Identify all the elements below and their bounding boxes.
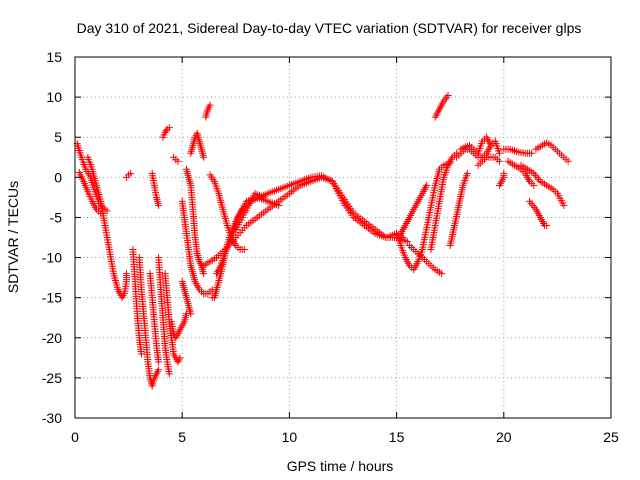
track-t23 xyxy=(232,189,268,233)
data-point xyxy=(127,169,135,177)
track-t02 xyxy=(75,169,105,217)
data-point xyxy=(206,101,214,109)
data-point xyxy=(155,201,163,209)
track-t15 xyxy=(178,278,195,318)
x-tick-label: 25 xyxy=(603,429,619,445)
data-point xyxy=(260,193,268,201)
track-t19 xyxy=(206,171,248,254)
x-tick-label: 10 xyxy=(282,429,298,445)
data-point xyxy=(463,169,471,177)
track-t11 xyxy=(159,124,173,141)
data-point xyxy=(438,270,446,278)
track-t24 xyxy=(393,159,454,274)
y-tick-label: 10 xyxy=(46,89,62,105)
x-tick-label: 0 xyxy=(71,429,79,445)
y-tick-label: -10 xyxy=(42,250,62,266)
track-t08 xyxy=(148,169,163,209)
axis-ticks xyxy=(74,56,612,419)
track-t26 xyxy=(405,242,446,278)
y-tick-label: -5 xyxy=(50,209,63,225)
data-point xyxy=(162,127,170,135)
track-t28 xyxy=(431,92,452,121)
data-point xyxy=(496,157,504,165)
data-point xyxy=(240,246,248,254)
data-point xyxy=(165,370,173,378)
track-t25 xyxy=(393,181,431,241)
y-tick-labels: -30 -25 -20 -15 -10 -5 0 5 10 15 xyxy=(42,49,62,426)
track-t16 xyxy=(182,165,208,278)
y-tick-label: -30 xyxy=(42,410,62,426)
data-point xyxy=(122,270,130,278)
track-t03 xyxy=(84,153,130,302)
data-point xyxy=(530,181,538,189)
track-t12 xyxy=(170,153,182,165)
y-tick-label: 0 xyxy=(54,169,62,185)
chart-title: Day 310 of 2021, Sidereal Day-to-day VTE… xyxy=(77,20,582,36)
x-tick-labels: 0 5 10 15 20 25 xyxy=(71,429,619,445)
x-tick-label: 5 xyxy=(178,429,186,445)
data-point xyxy=(487,141,495,149)
track-t18 xyxy=(202,101,214,121)
data-point xyxy=(543,221,551,229)
data-point xyxy=(155,358,163,366)
data-point xyxy=(155,366,163,374)
track-t17 xyxy=(187,129,208,161)
track-t13 xyxy=(167,310,190,342)
track-t33 xyxy=(496,169,508,189)
data-point xyxy=(423,181,431,189)
data-point xyxy=(496,149,504,157)
y-tick-label: -15 xyxy=(42,290,62,306)
plot-frame xyxy=(74,56,612,419)
x-axis-label: GPS time / hours xyxy=(287,458,394,474)
data-point xyxy=(176,354,184,362)
track-t37 xyxy=(526,197,551,229)
y-tick-label: -25 xyxy=(42,370,62,386)
y-tick-label: 15 xyxy=(46,49,62,65)
track-t29 xyxy=(446,169,471,250)
data-point xyxy=(275,201,283,209)
track-t30 xyxy=(453,137,504,161)
data-point xyxy=(137,350,145,358)
track-t27 xyxy=(427,149,461,254)
data-point xyxy=(403,238,411,246)
y-tick-label: -20 xyxy=(42,330,62,346)
track-t07 xyxy=(146,270,163,366)
track-t32 xyxy=(474,153,504,169)
track-t05 xyxy=(129,246,145,358)
data-point xyxy=(174,157,182,165)
data-points xyxy=(73,92,572,390)
track-t38 xyxy=(532,139,572,165)
data-point xyxy=(200,153,208,161)
track-t14 xyxy=(178,197,216,298)
x-tick-label: 15 xyxy=(389,429,405,445)
track-t31 xyxy=(457,133,495,157)
data-point xyxy=(500,169,508,177)
grid-lines xyxy=(75,57,611,418)
data-point xyxy=(560,201,568,209)
data-point xyxy=(165,124,173,132)
data-point xyxy=(528,149,536,157)
data-point xyxy=(187,310,195,318)
y-tick-label: 5 xyxy=(54,129,62,145)
data-point xyxy=(200,270,208,278)
track-t06 xyxy=(135,254,163,390)
track-t09 xyxy=(155,254,173,378)
track-t21 xyxy=(200,173,411,270)
track-t36 xyxy=(517,161,568,209)
data-point xyxy=(564,157,572,165)
track-t04 xyxy=(122,169,135,181)
data-point xyxy=(444,92,452,100)
y-axis-label: SDTVAR / TECUs xyxy=(5,181,21,293)
x-tick-label: 20 xyxy=(496,429,512,445)
track-t34 xyxy=(500,145,536,157)
